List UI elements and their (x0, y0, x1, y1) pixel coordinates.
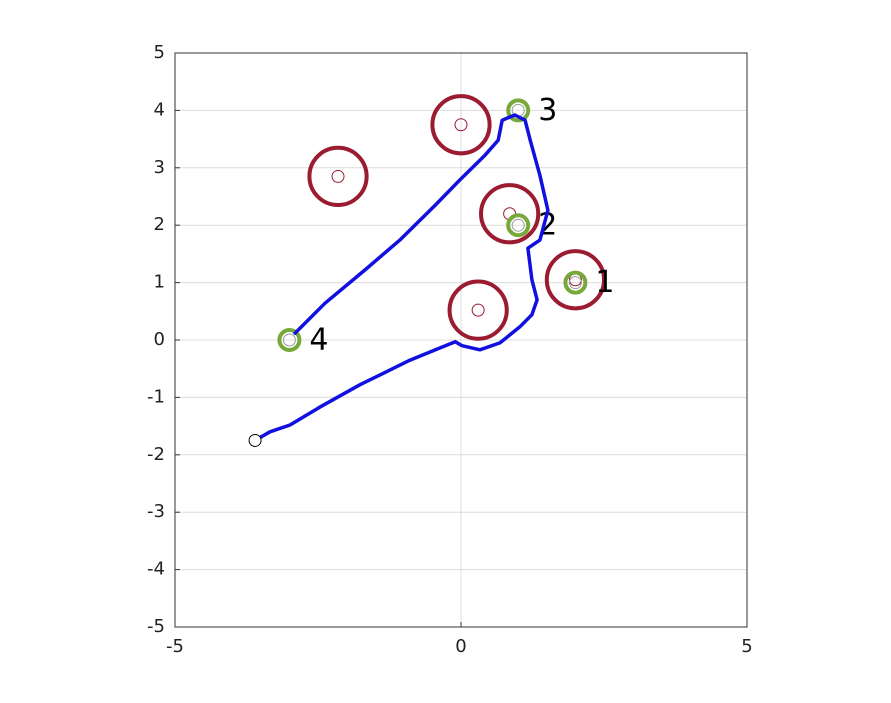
trajectory (253, 113, 550, 443)
y-tick-label: 2 (154, 214, 165, 235)
y-tick-label: 5 (154, 42, 165, 63)
x-tick-label: 5 (741, 636, 752, 657)
goal (563, 270, 588, 295)
goal-label: 4 (309, 323, 328, 358)
x-tick-label: 0 (455, 636, 466, 657)
y-tick-label: -5 (147, 616, 165, 637)
goal-label: 1 (595, 265, 614, 300)
obstacle-center (331, 169, 345, 183)
x-tick-label: -5 (166, 636, 184, 657)
goal (506, 98, 531, 123)
goal (277, 328, 302, 352)
start-point (248, 433, 262, 447)
goal (506, 213, 531, 238)
goal-center (282, 333, 296, 347)
goal-center (511, 218, 525, 232)
obstacle (544, 249, 607, 311)
y-tick-label: -2 (147, 444, 165, 465)
obstacle-center (454, 118, 468, 132)
obstacle (479, 183, 541, 245)
y-tick-label: 1 (154, 272, 165, 293)
y-tick-label: -4 (147, 559, 165, 580)
goal-label: 3 (538, 93, 557, 128)
y-tick-label: 0 (154, 329, 165, 350)
obstacle (447, 279, 509, 341)
obstacle (430, 94, 492, 156)
obstacle-center (471, 303, 485, 317)
y-tick-label: -1 (147, 386, 165, 407)
y-tick-label: 3 (154, 157, 165, 178)
y-tick-label: 4 (154, 99, 165, 120)
y-tick-label: -3 (147, 501, 165, 522)
plot-frame (174, 52, 748, 628)
goal-center (568, 276, 582, 290)
obstacle (307, 145, 369, 208)
